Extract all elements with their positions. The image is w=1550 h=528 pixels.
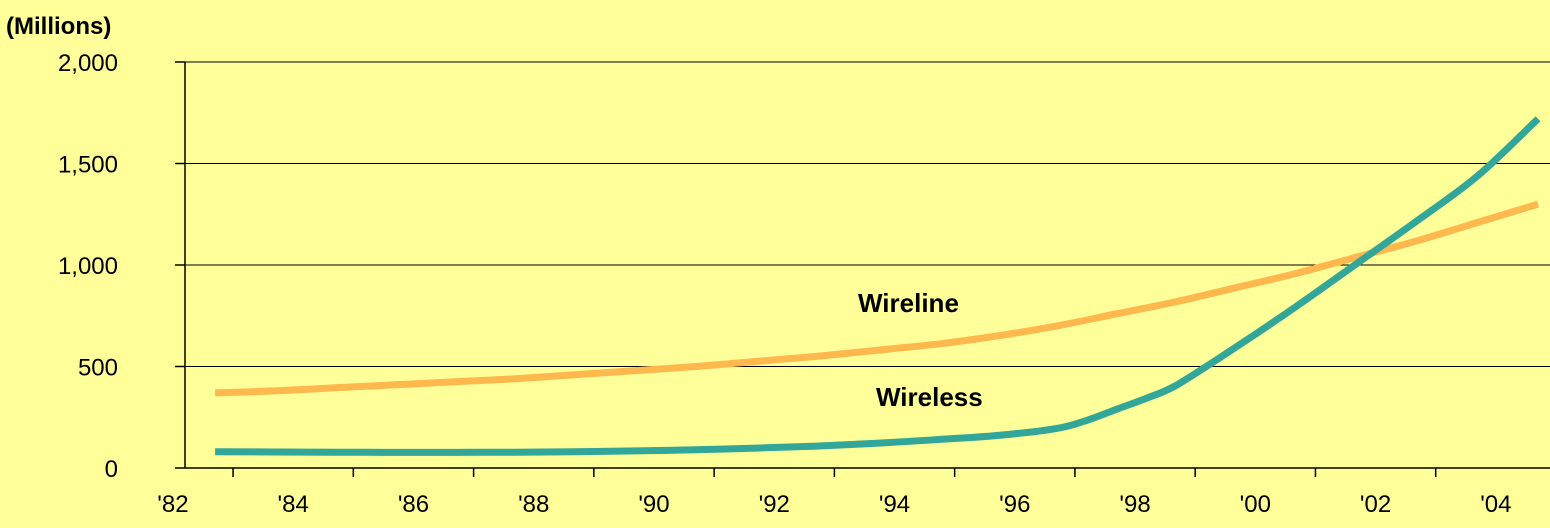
y-tick-label: 1,000 — [58, 253, 118, 280]
x-tick-label: '02 — [1360, 491, 1391, 518]
y-tick-label: 1,500 — [58, 152, 118, 179]
series-label-wireline: Wireline — [858, 288, 959, 318]
grid-lines — [185, 61, 1550, 367]
x-tick-label: '94 — [879, 491, 910, 518]
y-tick-label: 2,000 — [58, 50, 118, 77]
x-tick-labels: '82 '84 '86 '88 '90 '92 '94 '96 '98 '00 '02 '04 — [157, 468, 1511, 518]
x-tick-label: '90 — [638, 491, 669, 518]
y-unit-label: (Millions) — [6, 13, 111, 40]
series-line-wireless — [215, 116, 1541, 456]
y-tick-label: 500 — [78, 355, 118, 382]
series-line-wireline — [214, 200, 1540, 397]
series-label-wireless: Wireless — [876, 382, 983, 412]
x-tick-label: '00 — [1240, 491, 1271, 518]
y-tick-labels: 0 500 1,000 1,500 2,000 — [58, 50, 185, 483]
series-lines — [214, 116, 1541, 456]
x-tick-label: '96 — [999, 491, 1030, 518]
x-tick-label: '82 — [157, 491, 188, 518]
x-tick-label: '86 — [398, 491, 429, 518]
y-tick-label: 0 — [105, 456, 118, 483]
x-tick-label: '04 — [1480, 491, 1511, 518]
x-tick-label: '98 — [1119, 491, 1150, 518]
x-tick-label: '92 — [759, 491, 790, 518]
x-tick-label: '84 — [278, 491, 309, 518]
x-tick-label: '88 — [518, 491, 549, 518]
